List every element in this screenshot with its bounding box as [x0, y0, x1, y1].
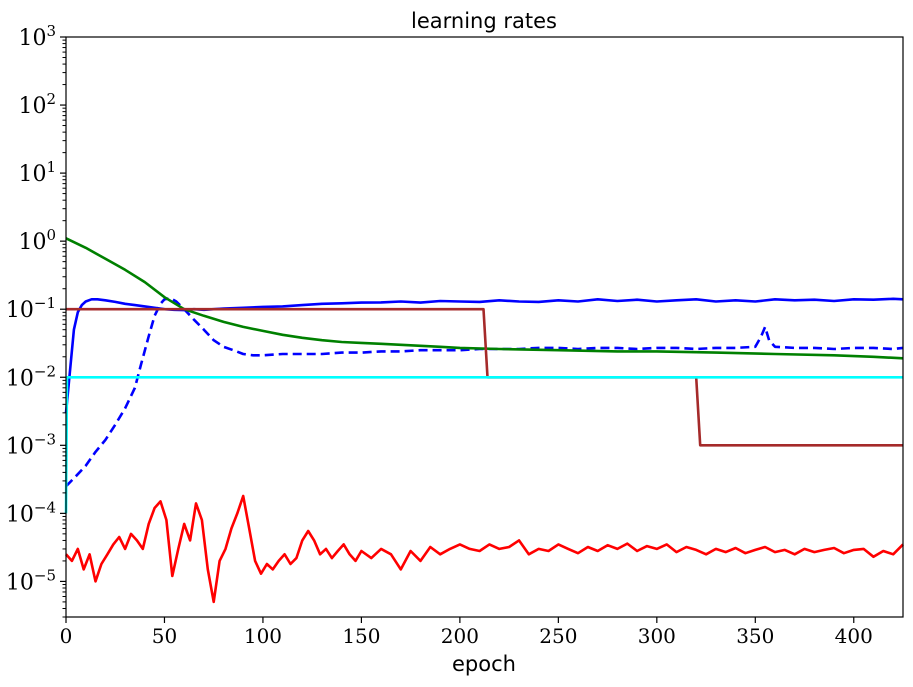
y-tick-label: 101 — [18, 158, 56, 187]
x-tick-label: 200 — [441, 624, 479, 648]
y-tick-label: 102 — [18, 90, 56, 119]
x-tick-label: 50 — [152, 624, 177, 648]
chart-title: learning rates — [411, 9, 557, 33]
y-axis: 10−5 10−4 10−3 10−2 10−1 100 101 102 103 — [6, 22, 66, 618]
x-tick-label: 400 — [835, 624, 873, 648]
y-tick-label: 10−1 — [6, 294, 56, 323]
y-tick-label: 10−4 — [6, 498, 56, 527]
y-tick-label: 10−3 — [6, 430, 56, 459]
y-tick-label: 10−5 — [6, 566, 56, 595]
x-axis: 0 50 100 150 200 250 300 350 400 — [60, 617, 873, 648]
x-tick-label: 0 — [60, 624, 73, 648]
y-tick-label: 100 — [18, 226, 56, 255]
y-tick-label: 103 — [18, 22, 56, 51]
x-tick-label: 350 — [736, 624, 774, 648]
plot-frame — [65, 36, 904, 618]
series-line-2 — [65, 296, 904, 488]
series-line-1 — [64, 297, 904, 413]
x-axis-label: epoch — [452, 652, 516, 676]
series-layer — [64, 237, 904, 604]
x-tick-label: 300 — [638, 624, 676, 648]
series-line-6 — [65, 494, 904, 604]
x-tick-label: 250 — [539, 624, 577, 648]
y-tick-label: 10−2 — [6, 362, 56, 391]
x-tick-label: 100 — [244, 624, 282, 648]
x-tick-label: 150 — [342, 624, 380, 648]
series-line-3 — [65, 237, 904, 360]
